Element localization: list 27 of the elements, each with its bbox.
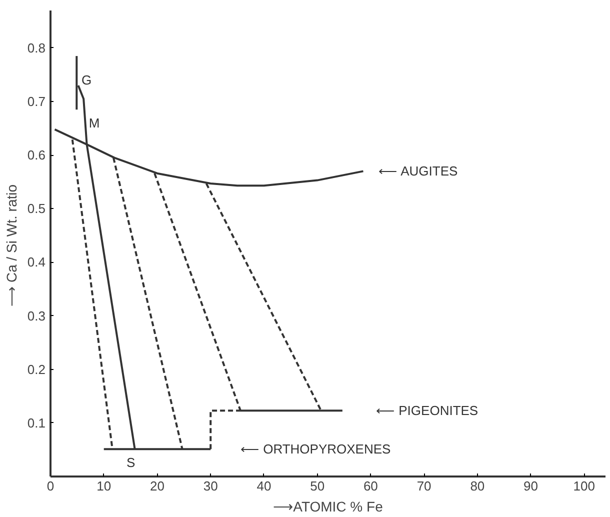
x-tick-label: 60 bbox=[363, 478, 378, 494]
annotation: ⟵ PIGEONITES bbox=[376, 403, 478, 418]
x-tick-label: 100 bbox=[573, 478, 596, 494]
y-tick-label: 0.6 bbox=[27, 148, 46, 163]
x-tick-label: 90 bbox=[524, 478, 538, 494]
x-tick-label: 20 bbox=[150, 478, 164, 494]
x-tick-label: 0 bbox=[46, 478, 54, 494]
y-tick-label: 0.7 bbox=[27, 94, 46, 110]
y-tick-label: 0.8 bbox=[27, 40, 46, 56]
x-tick-label: 40 bbox=[256, 478, 272, 494]
y-tick-label: 0.2 bbox=[27, 362, 46, 377]
annotation: ⟵ AUGITES bbox=[378, 164, 458, 179]
y-tick-label: 0.1 bbox=[27, 415, 46, 430]
y-tick-label: 0.4 bbox=[27, 254, 46, 270]
y-axis-title: ⟶ Ca / Si Wt. ratio bbox=[3, 184, 20, 306]
x-axis-title: ⟶ATOMIC % Fe bbox=[273, 498, 384, 514]
x-tick-label: 30 bbox=[203, 478, 218, 494]
x-tick-label: 80 bbox=[470, 478, 485, 494]
annotation: S bbox=[126, 455, 136, 470]
x-tick-label: 70 bbox=[416, 478, 432, 494]
x-tick-label: 10 bbox=[96, 478, 112, 494]
annotation: ⟵ ORTHOPYROXENES bbox=[240, 442, 392, 457]
x-tick-label: 50 bbox=[310, 478, 325, 494]
annotation: G bbox=[81, 72, 92, 88]
y-tick-label: 0.5 bbox=[27, 201, 46, 216]
y-tick-label: 0.3 bbox=[27, 308, 46, 324]
annotation: M bbox=[88, 115, 100, 130]
